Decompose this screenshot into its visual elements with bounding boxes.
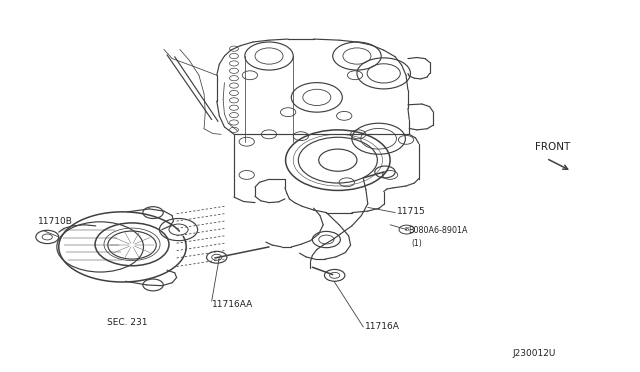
Text: SEC. 231: SEC. 231 xyxy=(106,318,147,327)
Text: 11716A: 11716A xyxy=(365,322,399,331)
Text: 11716AA: 11716AA xyxy=(212,300,253,309)
Text: 11715: 11715 xyxy=(396,207,425,217)
Text: B080A6-8901A: B080A6-8901A xyxy=(408,226,467,235)
Text: 11710B: 11710B xyxy=(38,217,73,225)
Text: J230012U: J230012U xyxy=(513,350,556,359)
Text: FRONT: FRONT xyxy=(535,142,570,152)
Text: B: B xyxy=(404,227,409,232)
Text: (1): (1) xyxy=(411,239,422,248)
